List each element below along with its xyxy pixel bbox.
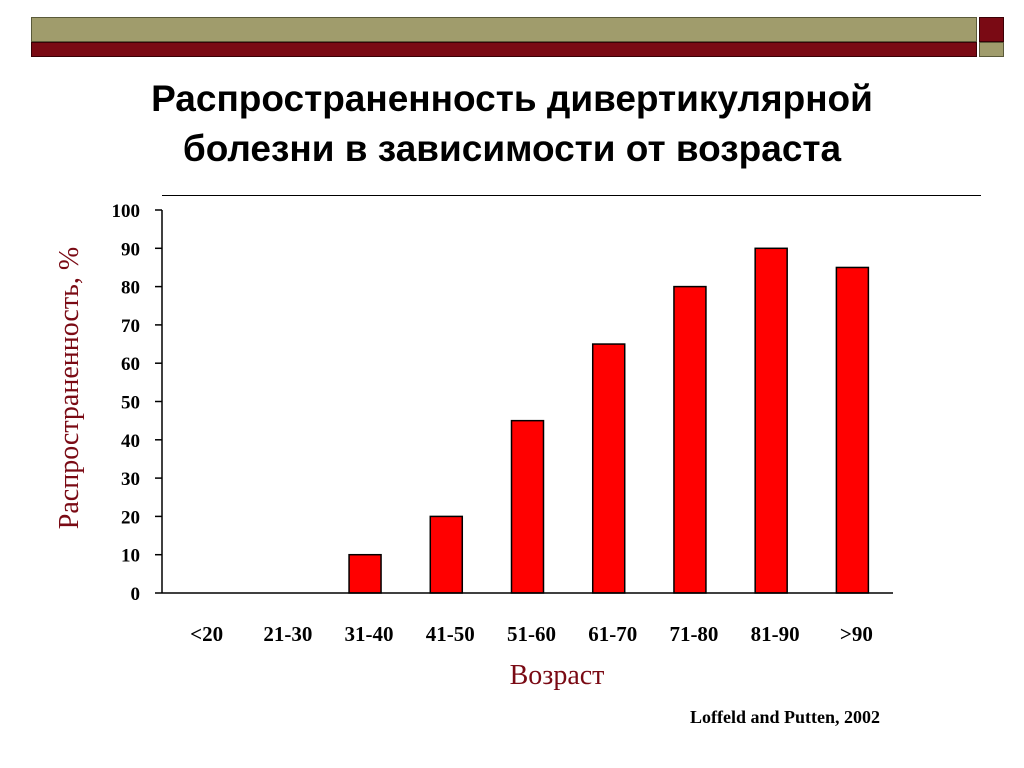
y-tick-label: 0 <box>131 584 141 605</box>
citation: Loffeld and Putten, 2002 <box>690 707 881 727</box>
y-tick-label: 40 <box>121 431 140 452</box>
y-tick-label: 20 <box>121 507 140 528</box>
bar->90 <box>835 266 870 594</box>
y-axis-title: Распространенность, % <box>54 246 85 530</box>
header-band-dark <box>31 42 977 57</box>
bar-41-50 <box>429 515 464 594</box>
y-tick-label: 80 <box>121 278 140 299</box>
y-tick-label: 70 <box>121 316 140 337</box>
title-line-2: болезни в зависимости от возраста <box>182 128 842 169</box>
x-category-label: 51-60 <box>507 622 556 646</box>
slide-title: Распространенность дивертикулярной болез… <box>40 74 984 174</box>
bar-81-90 <box>754 247 788 594</box>
x-category-label: >90 <box>840 622 873 646</box>
axes <box>161 210 893 594</box>
header-corner-square-olive <box>979 42 1004 57</box>
y-tick-label: 60 <box>121 354 140 375</box>
header-band-olive <box>31 17 977 42</box>
bar-61-70 <box>591 343 626 594</box>
x-category-label: 21-30 <box>263 622 312 646</box>
bars <box>348 247 870 594</box>
bar-31-40 <box>348 553 382 594</box>
x-axis-title: Возраст <box>509 660 605 691</box>
x-category-label: 41-50 <box>426 622 475 646</box>
title-divider <box>162 195 981 196</box>
x-category-label: 61-70 <box>588 622 637 646</box>
y-tick-label: 30 <box>121 469 140 490</box>
x-axis-categories: <20 21-30 31-40 41-50 51-60 61-70 71-80 81-90 >9… <box>190 622 873 646</box>
y-tick-label: 50 <box>121 393 140 414</box>
bar-51-60 <box>510 419 545 594</box>
y-tick-label: 90 <box>121 239 140 260</box>
header-corner-square-dark <box>979 17 1004 42</box>
y-axis-ticks: 0 10 20 30 40 50 60 70 80 90 100 <box>112 201 162 605</box>
x-category-label: 31-40 <box>345 622 394 646</box>
y-tick-label: 100 <box>112 201 141 222</box>
x-category-label: 71-80 <box>669 622 718 646</box>
title-line-1: Распространенность дивертикулярной <box>151 78 873 119</box>
x-category-label: <20 <box>190 622 223 646</box>
bar-71-80 <box>673 285 707 594</box>
x-category-label: 81-90 <box>751 622 800 646</box>
y-tick-label: 10 <box>121 546 140 567</box>
